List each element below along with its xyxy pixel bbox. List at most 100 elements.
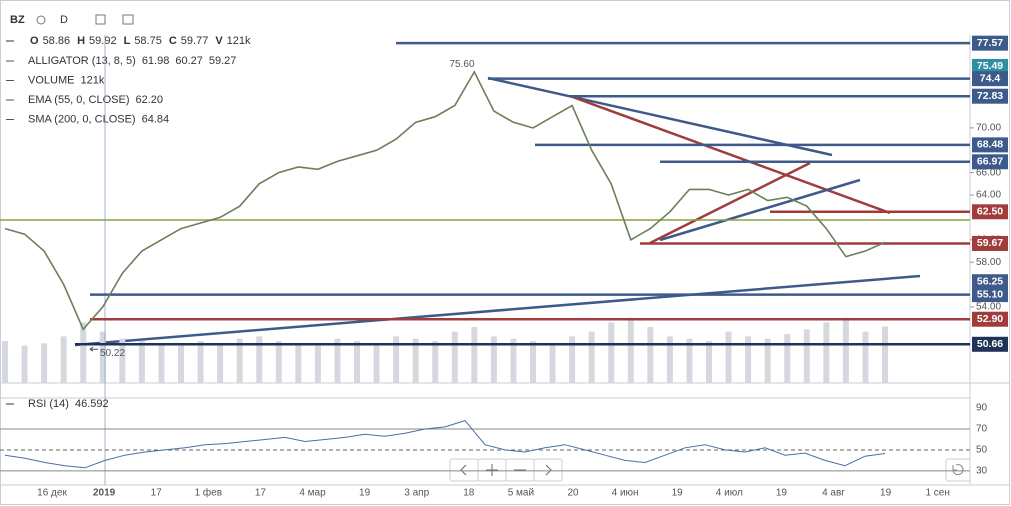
- level-label: 62.50: [977, 206, 1003, 218]
- volume-bar: [882, 326, 888, 383]
- x-tick-label: 19: [776, 488, 788, 499]
- volume-bar: [471, 327, 478, 383]
- low-arrow: [89, 346, 98, 352]
- volume-bar: [60, 336, 67, 383]
- level-box: [972, 154, 1008, 170]
- volume-bar: [764, 338, 771, 383]
- ohlc-value: 58.86: [43, 35, 71, 47]
- indicator-value: 121k: [80, 74, 104, 86]
- x-tick-label: 5 май: [508, 488, 534, 499]
- volume-bar: [745, 336, 752, 383]
- level-label: 72.83: [977, 90, 1003, 102]
- level-box: [972, 235, 1008, 251]
- rsi-value: 46.592: [75, 398, 109, 410]
- rsi-title: RSI (14): [28, 398, 69, 410]
- ohlc-value: 59.77: [181, 35, 209, 47]
- x-tick-label: 3 апр: [404, 488, 429, 499]
- y-tick-label: 66.00: [976, 167, 1001, 178]
- volume-bar: [41, 343, 48, 383]
- ohlc-value: 59.92: [89, 35, 117, 47]
- peak-label: 75.60: [449, 59, 474, 70]
- trend-line: [74, 274, 921, 347]
- volume-bar: [275, 341, 282, 383]
- indicator-name: SMA (200, 0, CLOSE): [28, 113, 136, 125]
- ohlc-label: O: [30, 35, 39, 47]
- rsi-tick-label: 50: [976, 445, 988, 456]
- volume-bar: [99, 331, 106, 383]
- volume-bar: [2, 341, 8, 383]
- ohlc-value: 121k: [227, 35, 251, 47]
- volume-bar: [490, 336, 497, 383]
- compare-icon[interactable]: [95, 14, 106, 25]
- indicator-value: 59.27: [209, 55, 237, 67]
- rsi-tick-label: 90: [976, 403, 988, 414]
- scroll-left-button[interactable]: [449, 458, 479, 482]
- x-tick-label: 19: [672, 488, 684, 499]
- level-box: [972, 287, 1008, 303]
- x-tick-label: 4 июл: [716, 488, 743, 499]
- reset-icon: [952, 464, 964, 476]
- volume-bar: [373, 343, 380, 383]
- level-label: 55.10: [977, 288, 1003, 300]
- scroll-right-button[interactable]: [533, 458, 563, 482]
- volume-bar: [334, 338, 341, 383]
- toolbar-icons: [36, 14, 134, 25]
- volume-bar: [80, 322, 87, 383]
- level-box: [972, 58, 1008, 74]
- rsi-tick-label: 70: [976, 424, 988, 435]
- level-label: 59.67: [977, 237, 1003, 249]
- volume-bar: [803, 329, 810, 383]
- volume-bar: [706, 341, 712, 383]
- x-tick-label: 17: [255, 488, 267, 499]
- x-tick-label: 18: [463, 488, 475, 499]
- level-label: 75.49: [977, 60, 1003, 72]
- y-tick-label: 58.00: [976, 257, 1001, 268]
- level-box: [972, 336, 1008, 352]
- volume-bar: [647, 327, 654, 383]
- snapshot-icon[interactable]: [122, 14, 134, 25]
- volume-bar: [432, 341, 439, 383]
- x-tick-label: 4 мар: [299, 488, 326, 499]
- indicator-value: 64.84: [142, 113, 170, 125]
- trend-line: [569, 94, 891, 215]
- volume-bar: [530, 341, 536, 383]
- x-tick-label: 1 фев: [195, 487, 222, 499]
- indicator-value: 61.98: [142, 55, 170, 67]
- volume-bar: [217, 343, 224, 383]
- x-tick-label: 19: [880, 488, 892, 499]
- symbol: BZ: [10, 14, 25, 26]
- ohlc-label: V: [215, 35, 223, 47]
- volume-bar: [236, 338, 243, 383]
- rsi-line: [4, 420, 886, 469]
- volume-bar: [21, 345, 28, 383]
- nav-icons: [460, 464, 552, 476]
- level-box: [972, 311, 1008, 327]
- level-box: [972, 137, 1008, 153]
- rsi-tick-label: 30: [976, 466, 988, 477]
- level-label: 77.57: [977, 37, 1003, 49]
- volume-bar: [451, 331, 458, 383]
- level-box: [972, 88, 1008, 104]
- reset-button[interactable]: [945, 458, 971, 482]
- volume-bar: [119, 338, 126, 383]
- volume-bar: [138, 341, 145, 383]
- price-line: [4, 70, 886, 331]
- volume-bar: [862, 331, 869, 383]
- nav-buttons[interactable]: [449, 458, 971, 482]
- volume-bar: [412, 338, 419, 383]
- volume-bar: [256, 336, 263, 383]
- volume-bar: [197, 341, 204, 383]
- settings-icon[interactable]: [36, 15, 46, 25]
- volume-bar: [842, 317, 849, 383]
- volume-bar: [393, 336, 400, 383]
- level-label: 56.25: [977, 276, 1003, 288]
- volume-bar: [725, 331, 732, 383]
- volume-bar: [784, 334, 791, 383]
- x-tick-label: 19: [359, 488, 371, 499]
- indicator-name: VOLUME: [28, 74, 74, 86]
- header: BZ D O 58.86 H 59.92 L 58.75 C 59.77 V 121k ALLIGATO…: [6, 14, 251, 125]
- level-label: 52.90: [977, 313, 1003, 325]
- ohlc-label: H: [77, 35, 85, 47]
- y-tick-label: 70.00: [976, 123, 1001, 134]
